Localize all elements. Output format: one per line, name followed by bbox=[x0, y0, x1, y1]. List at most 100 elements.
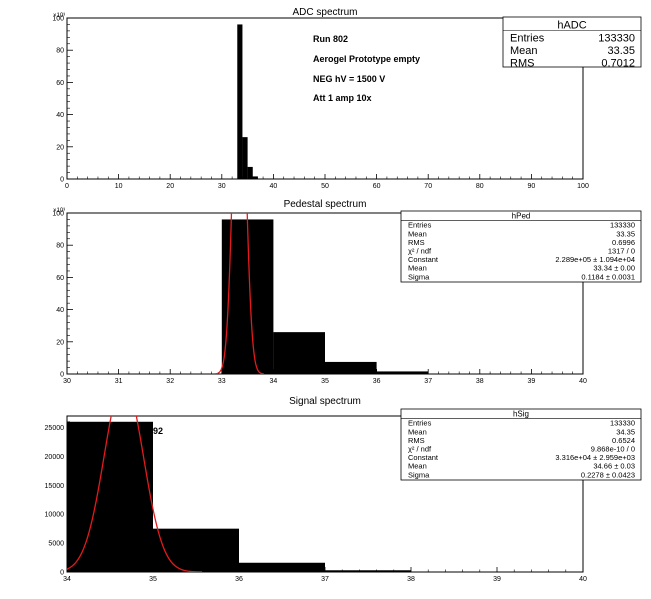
x-tick-label: 32 bbox=[166, 378, 174, 385]
stats-row-label: Entries bbox=[408, 221, 432, 230]
histogram-bar bbox=[247, 166, 253, 179]
x-tick-label: 70 bbox=[424, 183, 432, 190]
stats-row-label: Mean bbox=[408, 427, 427, 436]
stats-row-label: Constant bbox=[408, 453, 439, 462]
x-tick-label: 38 bbox=[407, 576, 415, 583]
histogram-panel-3: Signal spectrum 34 35 36 37 38 39 40 0 5000 10000 1… bbox=[45, 396, 642, 583]
x-tick-label: 35 bbox=[321, 378, 329, 385]
stats-row-value: 133330 bbox=[598, 33, 635, 45]
x-tick-label: 39 bbox=[528, 378, 536, 385]
panel-title: Signal spectrum bbox=[289, 396, 361, 407]
stats-row-label: RMS bbox=[408, 238, 425, 247]
stats-box: hSig Entries 133330 Mean 34.35 RMS 0.6524 χ² / … bbox=[400, 408, 642, 481]
x-tick-label: 100 bbox=[577, 183, 589, 190]
x-tick-label: 20 bbox=[166, 183, 174, 190]
y-tick-label: 20 bbox=[56, 144, 64, 151]
histogram-bar bbox=[376, 371, 429, 374]
y-exponent-label: ×10³ bbox=[53, 208, 65, 214]
histogram-bar bbox=[67, 421, 153, 572]
stats-row-value: 34.35 bbox=[616, 427, 635, 436]
x-tick-label: 80 bbox=[476, 183, 484, 190]
x-tick-label: 40 bbox=[579, 576, 587, 583]
y-tick-label: 80 bbox=[56, 243, 64, 250]
stats-row-value: 34.66 ± 0.03 bbox=[593, 462, 635, 471]
histogram-bar bbox=[325, 570, 411, 572]
x-tick-label: 34 bbox=[270, 378, 278, 385]
x-tick-label: 31 bbox=[115, 378, 123, 385]
y-tick-label: 25000 bbox=[45, 425, 65, 432]
x-tick-label: 36 bbox=[373, 378, 381, 385]
y-tick-label: 40 bbox=[56, 307, 64, 314]
stats-row-value: 2.289e+05 ± 1.094e+04 bbox=[555, 255, 635, 264]
x-tick-label: 40 bbox=[270, 183, 278, 190]
histogram-bar bbox=[252, 176, 258, 179]
stats-row-value: 0.1184 ± 0.0031 bbox=[581, 272, 635, 281]
stats-row-value: 33.34 ± 0.00 bbox=[593, 264, 635, 273]
stats-row-label: Mean bbox=[408, 462, 427, 471]
x-tick-label: 39 bbox=[493, 576, 501, 583]
bar-value-label: 92 bbox=[153, 426, 163, 436]
stats-row-value: 0.6996 bbox=[612, 238, 635, 247]
x-tick-label: 50 bbox=[321, 183, 329, 190]
histogram-panel-2: Pedestal spectrum 30 31 32 33 34 35 36 37 38 39 40 0… bbox=[52, 199, 642, 385]
stats-row-value: 1317 / 0 bbox=[608, 247, 635, 256]
x-tick-label: 35 bbox=[149, 576, 157, 583]
stats-row-label: Mean bbox=[510, 45, 538, 57]
stats-row-label: χ² / ndf bbox=[408, 445, 432, 454]
x-tick-label: 33 bbox=[218, 378, 226, 385]
y-tick-label: 0 bbox=[60, 177, 64, 184]
stats-row-label: RMS bbox=[510, 58, 534, 70]
x-tick-label: 40 bbox=[579, 378, 587, 385]
annotation-text: NEG hV = 1500 V bbox=[313, 74, 385, 84]
x-tick-label: 34 bbox=[63, 576, 71, 583]
x-tick-label: 90 bbox=[528, 183, 536, 190]
stats-box: hPed Entries 133330 Mean 33.35 RMS 0.6996 χ² / … bbox=[400, 210, 642, 283]
x-tick-label: 10 bbox=[115, 183, 123, 190]
x-tick-label: 38 bbox=[476, 378, 484, 385]
y-tick-label: 20000 bbox=[45, 454, 65, 461]
annotation-text: Run 802 bbox=[313, 34, 348, 44]
stats-row-label: Mean bbox=[408, 264, 427, 273]
histogram-bar bbox=[153, 528, 239, 572]
stats-row-label: χ² / ndf bbox=[408, 247, 432, 256]
stats-box-title: hADC bbox=[557, 20, 586, 32]
y-tick-label: 100 bbox=[52, 211, 64, 218]
y-exponent-label: ×10³ bbox=[53, 13, 65, 19]
stats-row-value: 0.2278 ± 0.0423 bbox=[581, 470, 635, 479]
stats-row-label: Sigma bbox=[408, 272, 430, 281]
stats-box: hADC Entries 133330 Mean 33.35 RMS 0.7012 bbox=[502, 16, 642, 70]
stats-row-value: 33.35 bbox=[607, 45, 635, 57]
stats-row-label: Sigma bbox=[408, 470, 430, 479]
x-tick-label: 37 bbox=[424, 378, 432, 385]
x-tick-label: 0 bbox=[65, 183, 69, 190]
y-tick-label: 100 bbox=[52, 16, 64, 23]
stats-row-label: Entries bbox=[510, 33, 545, 45]
x-tick-label: 30 bbox=[218, 183, 226, 190]
y-tick-label: 5000 bbox=[48, 541, 64, 548]
x-tick-label: 60 bbox=[373, 183, 381, 190]
stats-row-label: Entries bbox=[408, 419, 432, 428]
panel-title: Pedestal spectrum bbox=[284, 199, 367, 210]
annotation-text: Att 1 amp 10x bbox=[313, 93, 372, 103]
stats-box-frame bbox=[400, 408, 642, 481]
panel-title: ADC spectrum bbox=[292, 7, 357, 18]
histogram-bar bbox=[242, 137, 248, 179]
x-tick-label: 36 bbox=[235, 576, 243, 583]
stats-row-value: 0.7012 bbox=[601, 58, 635, 70]
y-tick-label: 15000 bbox=[45, 483, 65, 490]
stats-box-title: hPed bbox=[512, 212, 531, 221]
histogram-bar bbox=[273, 332, 325, 374]
annotation-text: Aerogel Prototype empty bbox=[313, 54, 420, 64]
stats-row-value: 9.868e-10 / 0 bbox=[591, 445, 635, 454]
histogram-bar bbox=[237, 24, 243, 179]
stats-box-frame bbox=[400, 210, 642, 283]
y-tick-label: 10000 bbox=[45, 512, 65, 519]
stats-row-value: 133330 bbox=[610, 221, 635, 230]
stats-row-label: RMS bbox=[408, 436, 425, 445]
histogram-bar bbox=[239, 562, 325, 572]
stats-row-value: 33.35 bbox=[616, 229, 635, 238]
histogram-panel-1: ADC spectrum 0 10 20 30 40 50 60 70 80 90 100 0 20 40 6… bbox=[52, 7, 642, 190]
x-tick-label: 37 bbox=[321, 576, 329, 583]
stats-row-value: 0.6524 bbox=[612, 436, 635, 445]
